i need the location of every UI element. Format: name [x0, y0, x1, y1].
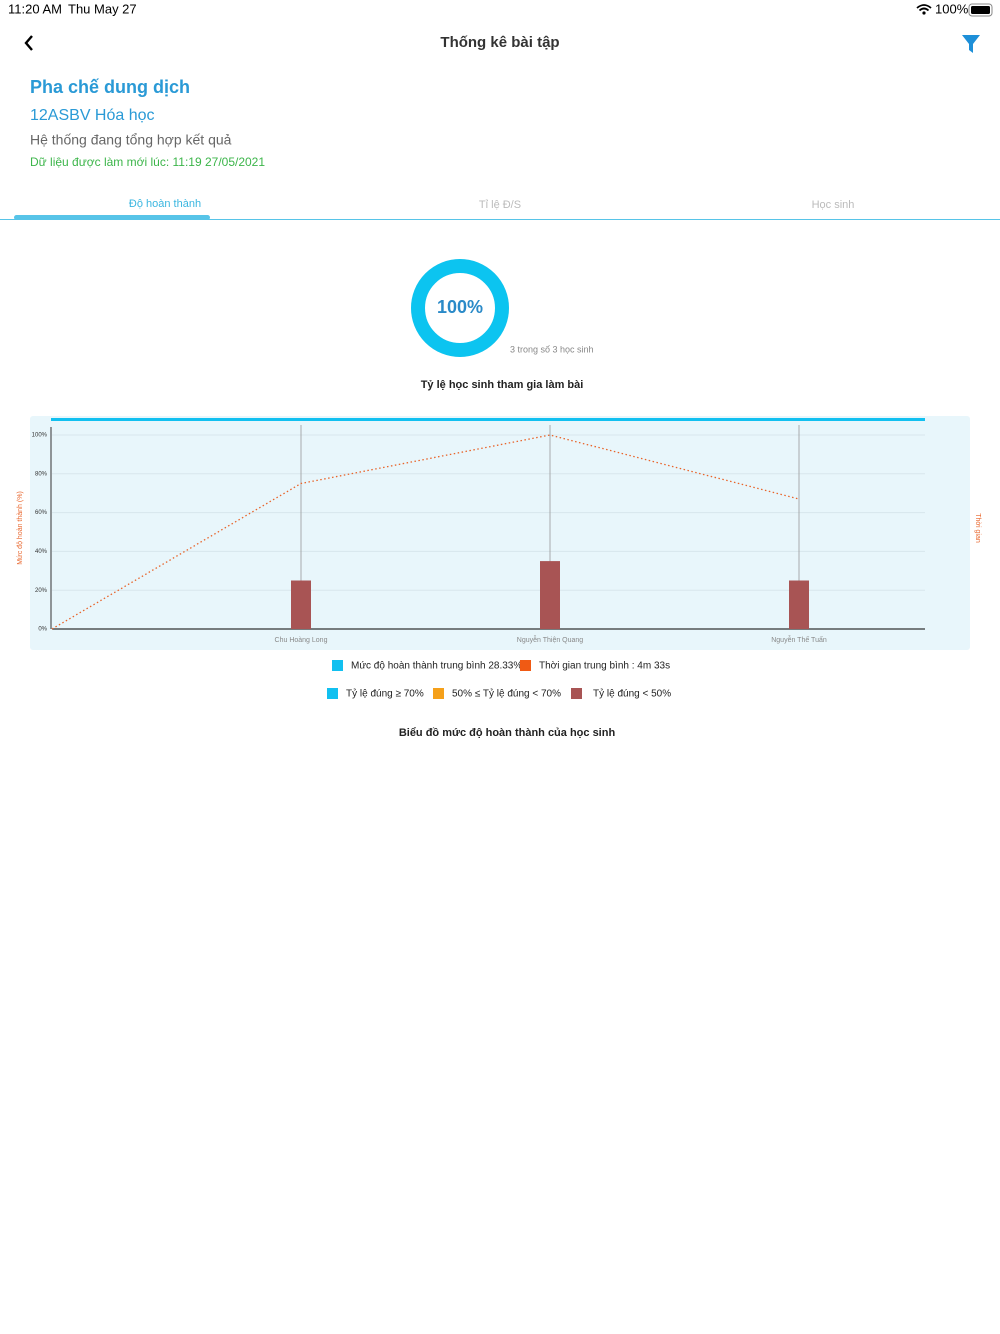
- donut-caption: 3 trong số 3 học sinh: [510, 344, 594, 354]
- y2-axis-label: Thời gian: [974, 513, 981, 543]
- y-tick-label: 100%: [32, 433, 48, 439]
- chart-top-bar: [51, 418, 925, 421]
- legend-swatch: [327, 688, 338, 699]
- filter-button[interactable]: [962, 35, 980, 53]
- chart-panel: [30, 416, 970, 650]
- updated-text: Dữ liệu được làm mới lúc: 11:19 27/05/20…: [30, 155, 265, 169]
- x-tick-label: Nguyễn Thế Tuấn: [771, 635, 827, 644]
- y-tick-label: 80%: [35, 471, 48, 477]
- y-axis-label: Mức độ hoàn thành (%): [17, 491, 24, 565]
- donut-arc: [411, 259, 509, 357]
- legend-swatch: [571, 688, 582, 699]
- legend-label: Tỷ lệ đúng < 50%: [593, 688, 671, 700]
- battery-icon: [968, 3, 993, 17]
- chart-title: Biểu đồ mức độ hoàn thành của học sinh: [399, 727, 616, 739]
- class-name: 12ASBV Hóa học: [30, 107, 155, 124]
- tab-indicator: [14, 215, 210, 220]
- status-time: 11:20 AM: [8, 1, 62, 16]
- legend-label: Tỷ lệ đúng ≥ 70%: [346, 688, 424, 700]
- legend-swatch: [332, 660, 343, 671]
- x-tick-label: Chu Hoàng Long: [275, 637, 328, 644]
- lesson-title: Pha chế dung dịch: [30, 77, 190, 97]
- battery-level: [971, 6, 990, 14]
- status-text: Hệ thống đang tổng hợp kết quả: [30, 132, 232, 148]
- chart-layer: 100% 3 trong số 3 học sinh Tỷ lệ học sinh …: [17, 259, 981, 739]
- legend-label: Thời gian trung bình : 4m 33s: [539, 661, 670, 672]
- tab[interactable]: Tỉ lệ Đ/S: [479, 199, 521, 211]
- status-battery: 100%: [935, 1, 969, 16]
- legend-swatch: [433, 688, 444, 699]
- header-title: Thống kê bài tập: [440, 34, 559, 51]
- tab[interactable]: Học sinh: [812, 199, 855, 211]
- line-series: [51, 434, 800, 630]
- wifi-dot: [922, 11, 926, 15]
- bar: [789, 580, 809, 629]
- legend-swatch: [520, 660, 531, 671]
- tab[interactable]: Độ hoàn thành: [129, 198, 201, 210]
- donut-value: 100%: [437, 297, 483, 317]
- y-tick-label: 60%: [35, 510, 48, 516]
- legend-label: Mức độ hoàn thành trung bình 28.33%: [351, 661, 522, 672]
- y-tick-label: 40%: [35, 549, 48, 555]
- back-button[interactable]: [24, 35, 33, 51]
- donut-title: Tỷ lệ học sinh tham gia làm bài: [421, 379, 584, 391]
- bar: [540, 561, 560, 629]
- bar: [291, 580, 311, 629]
- y-tick-label: 0%: [38, 627, 47, 633]
- y-tick-label: 20%: [35, 588, 48, 594]
- status-date: Thu May 27: [68, 1, 137, 16]
- legend-label: 50% ≤ Tỷ lệ đúng < 70%: [452, 688, 561, 700]
- wifi-icon: [916, 4, 932, 12]
- x-tick-label: Nguyễn Thiện Quang: [517, 635, 584, 644]
